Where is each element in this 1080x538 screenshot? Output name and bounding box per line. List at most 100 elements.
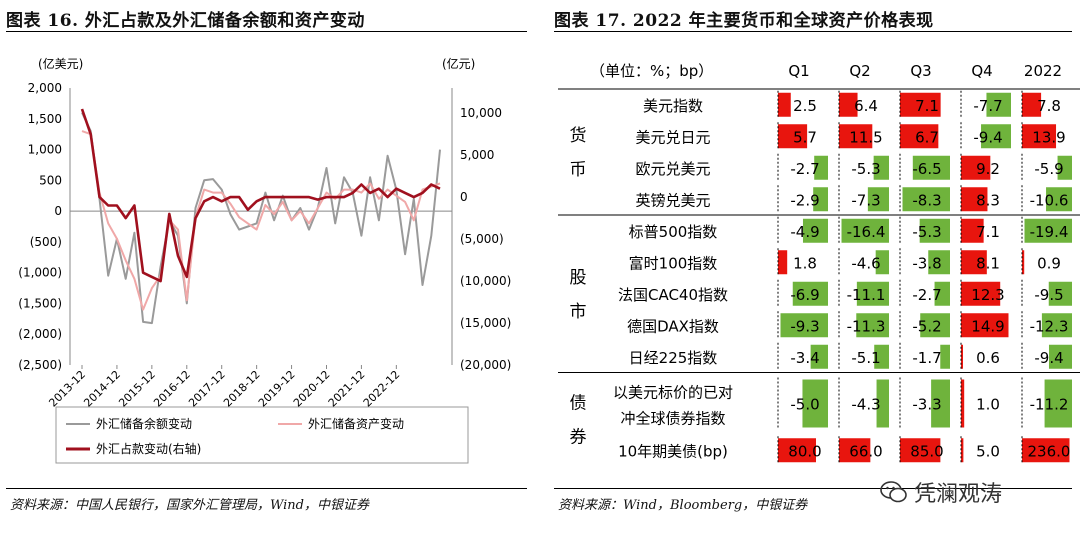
legend-label: 外汇储备余额变动: [96, 416, 192, 431]
cell-value: -5.1: [851, 349, 880, 367]
row-label: 冲全球债券指数: [620, 410, 725, 428]
left-chart-panel: 图表 16. 外汇占款及外汇储备余额和资产变动 (亿美元) (亿元) 2,000 1,…: [0, 0, 535, 538]
cell-value: -16.4: [847, 223, 886, 241]
cell-value: -4.3: [851, 396, 880, 414]
cell-value: -7.7: [973, 97, 1002, 115]
group-label: 债: [570, 393, 587, 413]
cell-value: -8.3: [912, 191, 941, 209]
row-label: 法国CAC40指数: [618, 286, 728, 304]
negative-bar: [912, 155, 950, 180]
source-rule: [554, 488, 1072, 489]
x-tick-label: 2015-12: [116, 368, 158, 410]
y-left-tick-label: 2,000: [28, 81, 62, 95]
group-label: 币: [570, 160, 587, 180]
cell-value: -2.9: [790, 191, 819, 209]
negative-bar: [856, 313, 889, 338]
cell-value: -6.9: [790, 286, 819, 304]
source-rule: [6, 488, 527, 489]
cell-value: -11.1: [847, 286, 886, 304]
watermark-text: 凭澜观涛: [914, 482, 1003, 507]
negative-bar: [902, 187, 950, 212]
y-right-tick-label: (10,000): [460, 274, 511, 288]
x-tick-label: 2022-12: [361, 368, 403, 410]
group-label: 股: [570, 268, 587, 288]
cell-value: 0.6: [976, 349, 1000, 367]
negative-bar: [1057, 155, 1072, 180]
positive-bar: [839, 92, 858, 117]
cell-value: -11.3: [847, 317, 886, 335]
x-tick-label: 2021-12: [326, 368, 368, 410]
cell-value: 85.0: [910, 442, 943, 460]
x-tick-label: 2019-12: [256, 368, 298, 410]
negative-bar: [802, 218, 828, 243]
negative-bar: [940, 344, 950, 369]
cell-value: -3.8: [912, 254, 941, 272]
cell-value: 8.3: [976, 191, 1000, 209]
y-right-tick-label: 0: [460, 190, 468, 204]
positive-bar: [778, 124, 808, 149]
positive-bar: [778, 438, 816, 463]
negative-bar: [1048, 344, 1072, 369]
negative-bar: [856, 281, 889, 306]
cell-value: -7.3: [851, 191, 880, 209]
cell-value: 0.9: [1037, 254, 1061, 272]
x-tick-label: 2017-12: [186, 368, 228, 410]
negative-bar: [928, 250, 950, 275]
cell-value: -3.4: [790, 349, 819, 367]
positive-bar: [900, 92, 941, 117]
header-col: Q3: [910, 62, 931, 80]
row-label: 美元指数: [643, 97, 703, 115]
cell-value: 66.0: [849, 442, 882, 460]
row-label: 英镑兑美元: [635, 191, 710, 209]
cell-value: 2.5: [793, 97, 817, 115]
row-label: 标普500指数: [629, 223, 718, 241]
title-rule: [554, 31, 1072, 32]
cell-value: -5.3: [912, 223, 941, 241]
negative-bar: [934, 281, 950, 306]
cell-value: -9.4: [973, 128, 1002, 146]
left-source: 资料来源：中国人民银行，国家外汇管理局，Wind，中银证券: [10, 498, 369, 513]
cell-value: 8.1: [976, 254, 1000, 272]
positive-bar: [961, 218, 984, 243]
left-axis-unit: (亿美元): [38, 56, 83, 71]
header-col: Q2: [849, 62, 870, 80]
positive-bar: [839, 124, 873, 149]
cell-value: 80.0: [788, 442, 821, 460]
right-source: 资料来源：Wind，Bloomberg，中银证券: [558, 498, 808, 513]
cell-value: -4.9: [790, 223, 819, 241]
y-left-tick-label: (2,500): [18, 358, 62, 372]
legend-label: 外汇储备资产变动: [308, 416, 404, 431]
cell-value: -6.5: [912, 160, 941, 178]
negative-bar: [792, 281, 828, 306]
negative-bar: [873, 155, 889, 180]
positive-bar: [961, 344, 963, 369]
legend-label: 外汇占款变动(右轴): [96, 441, 201, 456]
positive-bar: [1022, 250, 1025, 275]
positive-bar: [961, 379, 965, 428]
group-label: 市: [570, 302, 587, 322]
y-left-tick-label: (1,000): [18, 266, 62, 280]
row-label: 以美元标价的已对: [613, 384, 733, 402]
y-right-tick-label: (5,000): [460, 232, 504, 246]
y-right-tick-label: (15,000): [460, 316, 511, 330]
cell-value: -9.4: [1034, 349, 1063, 367]
negative-bar: [1024, 218, 1072, 243]
series-line-3: [80, 108, 441, 283]
negative-bar: [986, 92, 1011, 117]
cell-value: -19.4: [1030, 223, 1069, 241]
cell-value: -11.2: [1030, 396, 1069, 414]
cell-value: -9.5: [1034, 286, 1063, 304]
x-tick-label: 2020-12: [291, 368, 333, 410]
cell-value: -2.7: [790, 160, 819, 178]
x-tick-label: 2013-12: [46, 368, 88, 410]
cell-value: -12.3: [1030, 317, 1069, 335]
negative-bar: [876, 379, 889, 428]
positive-bar: [839, 438, 871, 463]
cell-value: -5.9: [1034, 160, 1063, 178]
cell-value: -5.0: [790, 396, 819, 414]
series-line-2: [81, 130, 441, 311]
negative-bar: [1046, 187, 1072, 212]
y-left-tick-label: (2,000): [18, 327, 62, 341]
cell-value: 12.3: [971, 286, 1004, 304]
cell-value: -2.7: [912, 286, 941, 304]
